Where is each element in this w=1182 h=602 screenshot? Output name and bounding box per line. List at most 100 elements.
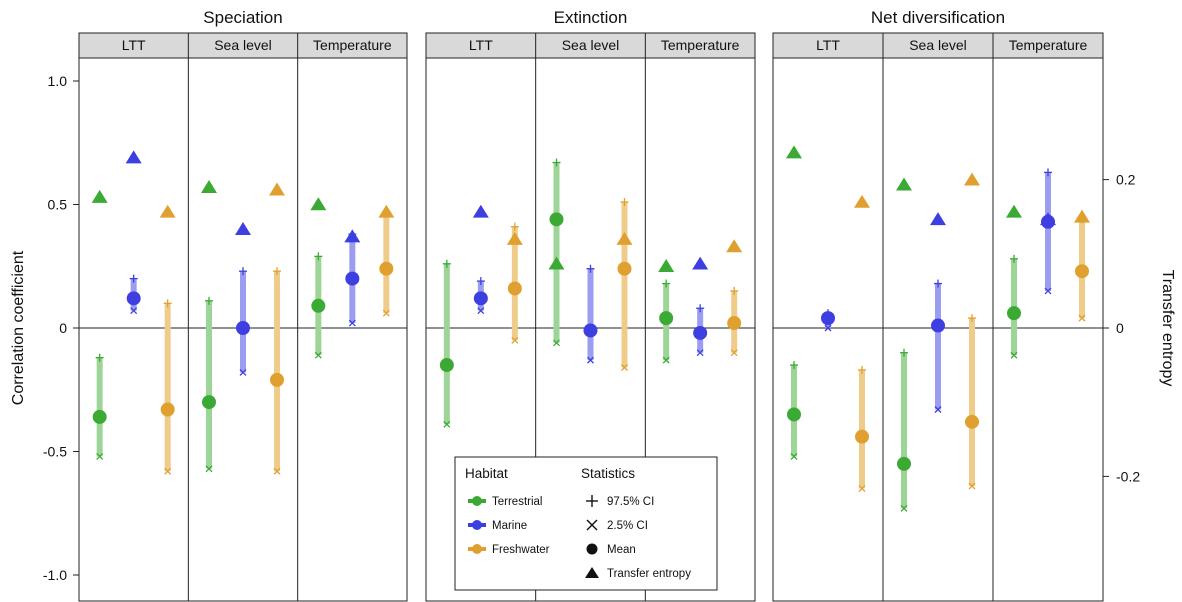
point-group bbox=[378, 204, 395, 317]
transfer-entropy-point bbox=[378, 204, 395, 218]
transfer-entropy-point bbox=[896, 177, 912, 191]
facet-label: Sea level bbox=[214, 37, 272, 53]
panel-2: Net diversification LTT Sea level Temperatu… bbox=[772, 8, 1104, 602]
point-group bbox=[506, 222, 523, 344]
transfer-entropy-point bbox=[91, 189, 108, 203]
point-group bbox=[726, 239, 743, 357]
ci-lower-mark bbox=[1010, 351, 1018, 359]
facet-label: Temperature bbox=[1009, 37, 1088, 53]
facet-label: Temperature bbox=[661, 37, 740, 53]
point-group bbox=[854, 194, 870, 493]
legend-statistic-label: Mean bbox=[607, 544, 636, 556]
ci-lower-mark bbox=[968, 482, 976, 490]
mean-point bbox=[617, 261, 632, 276]
y2-tick-label: -0.2 bbox=[1116, 468, 1140, 484]
mean-point bbox=[821, 311, 835, 326]
mean-point bbox=[202, 395, 216, 410]
ci-lower-mark bbox=[130, 307, 138, 315]
transfer-entropy-point bbox=[310, 197, 327, 211]
mean-point bbox=[507, 281, 522, 296]
point-group bbox=[344, 229, 361, 327]
point-group bbox=[269, 182, 285, 475]
point-group bbox=[896, 177, 912, 512]
ci-lower-mark bbox=[824, 324, 832, 332]
mean-point bbox=[659, 311, 674, 326]
y2-tick-label: 0 bbox=[1116, 320, 1124, 336]
legend-swatch-dot bbox=[472, 496, 482, 506]
facet-label: Temperature bbox=[313, 37, 392, 53]
ci-lower-mark bbox=[934, 406, 942, 413]
point-group bbox=[235, 222, 251, 376]
ci-lower-mark bbox=[443, 420, 451, 428]
mean-point bbox=[1007, 306, 1021, 321]
panel-frame bbox=[78, 57, 408, 602]
transfer-entropy-point bbox=[269, 182, 285, 196]
transfer-entropy-point bbox=[786, 145, 802, 159]
point-group bbox=[930, 212, 946, 413]
ci-lower-mark bbox=[1078, 314, 1086, 322]
point-group bbox=[692, 256, 709, 357]
mean-point bbox=[379, 261, 394, 276]
mean-point bbox=[311, 298, 326, 313]
facet-label: Sea level bbox=[562, 37, 620, 53]
ci-lower-mark bbox=[1044, 287, 1052, 295]
ci-lower-mark bbox=[790, 452, 798, 460]
point-group bbox=[201, 180, 217, 473]
legend-cross-symbol bbox=[586, 519, 598, 531]
y-axis-title: Correlation coefficient bbox=[10, 250, 27, 405]
transfer-entropy-point bbox=[692, 256, 709, 270]
point-group bbox=[91, 189, 108, 460]
transfer-entropy-point bbox=[854, 194, 870, 208]
legend-statistic-label: 2.5% CI bbox=[607, 520, 648, 532]
point-group bbox=[583, 264, 598, 364]
facet-strip bbox=[78, 32, 408, 59]
mean-point bbox=[92, 409, 107, 424]
mean-point bbox=[693, 325, 708, 340]
point-group bbox=[159, 204, 176, 475]
ci-lower-mark bbox=[348, 319, 356, 327]
point-group bbox=[821, 309, 835, 332]
panel-title: Extinction bbox=[554, 8, 628, 27]
panel-frame bbox=[772, 57, 1104, 602]
legend-swatch-dot bbox=[472, 544, 482, 554]
mean-point bbox=[439, 358, 454, 373]
mean-point bbox=[897, 456, 911, 471]
transfer-entropy-point bbox=[1074, 209, 1090, 223]
y-tick-label: 0.5 bbox=[48, 197, 68, 213]
legend-circle-symbol bbox=[586, 543, 598, 555]
transfer-entropy-point bbox=[1040, 212, 1056, 226]
ci-lower-mark bbox=[511, 336, 519, 344]
panel-0: Speciation LTT Sea level Temperature bbox=[78, 8, 408, 602]
mean-point bbox=[160, 402, 175, 417]
transfer-entropy-point bbox=[472, 204, 489, 218]
ci-lower-mark bbox=[314, 351, 322, 359]
legend-habitat-title: Habitat bbox=[465, 466, 508, 481]
y2-tick-label: 0.2 bbox=[1116, 172, 1136, 188]
legend-statistic-label: Transfer entropy bbox=[607, 568, 691, 580]
point-group bbox=[310, 197, 327, 359]
legend-habitat-label: Marine bbox=[492, 520, 527, 532]
legend-triangle-symbol bbox=[585, 567, 599, 578]
mean-point bbox=[473, 291, 488, 306]
transfer-entropy-point bbox=[506, 231, 523, 245]
mean-point bbox=[270, 372, 284, 387]
point-group bbox=[616, 198, 633, 371]
ci-lower-mark bbox=[900, 504, 908, 512]
legend-swatch-dot bbox=[472, 520, 482, 530]
point-group bbox=[439, 259, 454, 428]
panel-frame bbox=[425, 57, 756, 602]
facet-strip bbox=[425, 32, 756, 59]
legend-statistics-title: Statistics bbox=[581, 466, 635, 481]
legend-habitat-label: Freshwater bbox=[492, 544, 550, 556]
y-tick-label: 1.0 bbox=[48, 73, 68, 89]
transfer-entropy-point bbox=[125, 150, 142, 164]
facet-label: Sea level bbox=[909, 37, 967, 53]
transfer-entropy-point bbox=[1006, 204, 1022, 218]
transfer-entropy-point bbox=[726, 239, 743, 253]
transfer-entropy-point bbox=[159, 204, 176, 218]
transfer-entropy-point bbox=[235, 222, 251, 235]
ci-lower-mark bbox=[239, 369, 247, 376]
y-tick-label: -0.5 bbox=[43, 444, 67, 460]
transfer-entropy-point bbox=[658, 259, 675, 273]
ci-lower-mark bbox=[587, 356, 594, 364]
